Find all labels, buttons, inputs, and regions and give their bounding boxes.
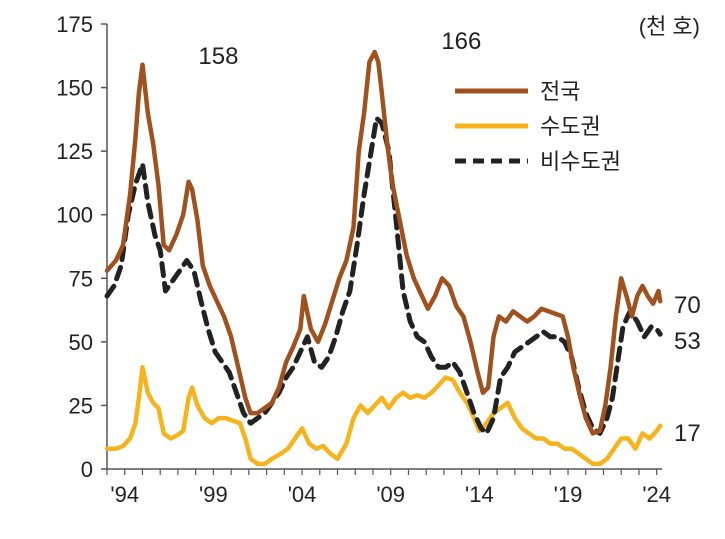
y-tick-label: 75 — [69, 266, 93, 291]
y-ticks: 0 25 50 75 100 125 150 175 — [56, 12, 107, 482]
series-line-1 — [104, 365, 663, 467]
x-tick-label: '09 — [376, 482, 405, 507]
end-labels: 70 53 17 — [674, 292, 701, 447]
x-tick-label: '94 — [110, 482, 139, 507]
x-tick-label: '04 — [288, 482, 317, 507]
y-tick-label: 0 — [81, 457, 93, 482]
y-tick-label: 125 — [56, 139, 93, 164]
x-tick-label: '19 — [554, 482, 583, 507]
end-value-label: 17 — [674, 420, 701, 447]
x-tick-label: '14 — [465, 482, 494, 507]
y-tick-label: 100 — [56, 203, 93, 228]
y-tick-label: 50 — [69, 330, 93, 355]
axes: 0 25 50 75 100 125 150 175 '94 '99 '04 '09 '14 '19 '2… — [56, 12, 671, 507]
x-ticks: '94 '99 '04 '09 '14 '19 '24 — [106, 469, 671, 507]
series-line-0 — [104, 49, 663, 436]
y-tick-label: 150 — [56, 76, 93, 101]
peak-annotation: 166 — [441, 28, 481, 55]
x-tick-label: '24 — [642, 482, 671, 507]
end-value-label: 70 — [674, 292, 701, 319]
y-tick-label: 175 — [56, 12, 93, 37]
end-value-label: 53 — [674, 328, 701, 355]
unit-label: (천 호) — [639, 14, 700, 39]
x-tick-label: '99 — [199, 482, 228, 507]
series-layer — [104, 49, 663, 467]
legend-label-1: 수도권 — [540, 114, 601, 139]
legend-label-0: 전국 — [540, 79, 580, 104]
y-tick-label: 25 — [69, 393, 93, 418]
annotations: 158 166 — [198, 28, 481, 70]
legend-label-2: 비수도권 — [540, 149, 621, 174]
peak-annotation: 158 — [198, 43, 238, 70]
